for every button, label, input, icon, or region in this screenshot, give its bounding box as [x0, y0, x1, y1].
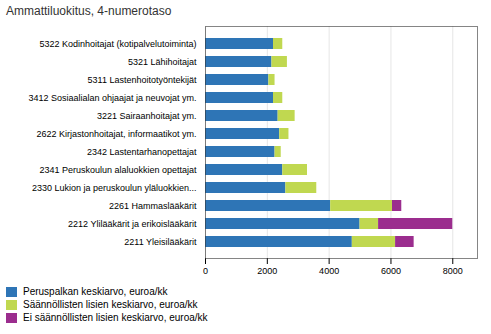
html-text:Ei säännöllisten lisien keskia: Ei säännöllisten lisien keskiarvo, euroa…: [23, 312, 208, 323]
svg-text:8000: 8000: [443, 266, 463, 276]
svg-text:6000: 6000: [381, 266, 401, 276]
svg-text:5311 Lastenhoitotyöntekijät: 5311 Lastenhoitotyöntekijät: [88, 75, 197, 85]
svg-text:2342 Lastentarhanopettajat: 2342 Lastentarhanopettajat: [87, 147, 197, 157]
svg-text:5321 Lähihoitajat: 5321 Lähihoitajat: [128, 57, 197, 67]
svg-text:3221 Sairaanhoitajat ym.: 3221 Sairaanhoitajat ym.: [97, 111, 197, 121]
svg-text:2330 Lukion ja peruskoulun ylä: 2330 Lukion ja peruskoulun yläluokkien..…: [32, 183, 197, 193]
svg-text:2341 Peruskoulun alaluokkien o: 2341 Peruskoulun alaluokkien opettajat: [39, 165, 197, 175]
svg-text:2000: 2000: [257, 266, 277, 276]
svg-text:5322 Kodinhoitajat (kotipalvel: 5322 Kodinhoitajat (kotipalvelutoiminta): [39, 39, 196, 49]
svg-text:4000: 4000: [319, 266, 339, 276]
svg-text:2211 Yleisilääkärit: 2211 Yleisilääkärit: [124, 237, 197, 247]
html-text:Peruspalkan keskiarvo, euroa/k: Peruspalkan keskiarvo, euroa/kk: [23, 286, 168, 297]
svg-text:2261 Hammaslääkärit: 2261 Hammaslääkärit: [109, 201, 197, 211]
svg-text:2212 Ylilääkärit ja erikoislää: 2212 Ylilääkärit ja erikoislääkärit: [68, 219, 197, 229]
html-text:Säännöllisten lisien keskiarvo: Säännöllisten lisien keskiarvo, euroa/kk: [23, 299, 198, 310]
svg-text:0: 0: [203, 266, 208, 276]
html-text:Ammattiluokitus, 4-numerotaso: Ammattiluokitus, 4-numerotaso: [6, 4, 172, 18]
svg-text:2622 Kirjastonhoitajat, inform: 2622 Kirjastonhoitajat, informaatikot ym…: [36, 129, 196, 139]
svg-text:3412 Sosiaalialan ohjaajat ja: 3412 Sosiaalialan ohjaajat ja neuvojat y…: [28, 93, 196, 103]
